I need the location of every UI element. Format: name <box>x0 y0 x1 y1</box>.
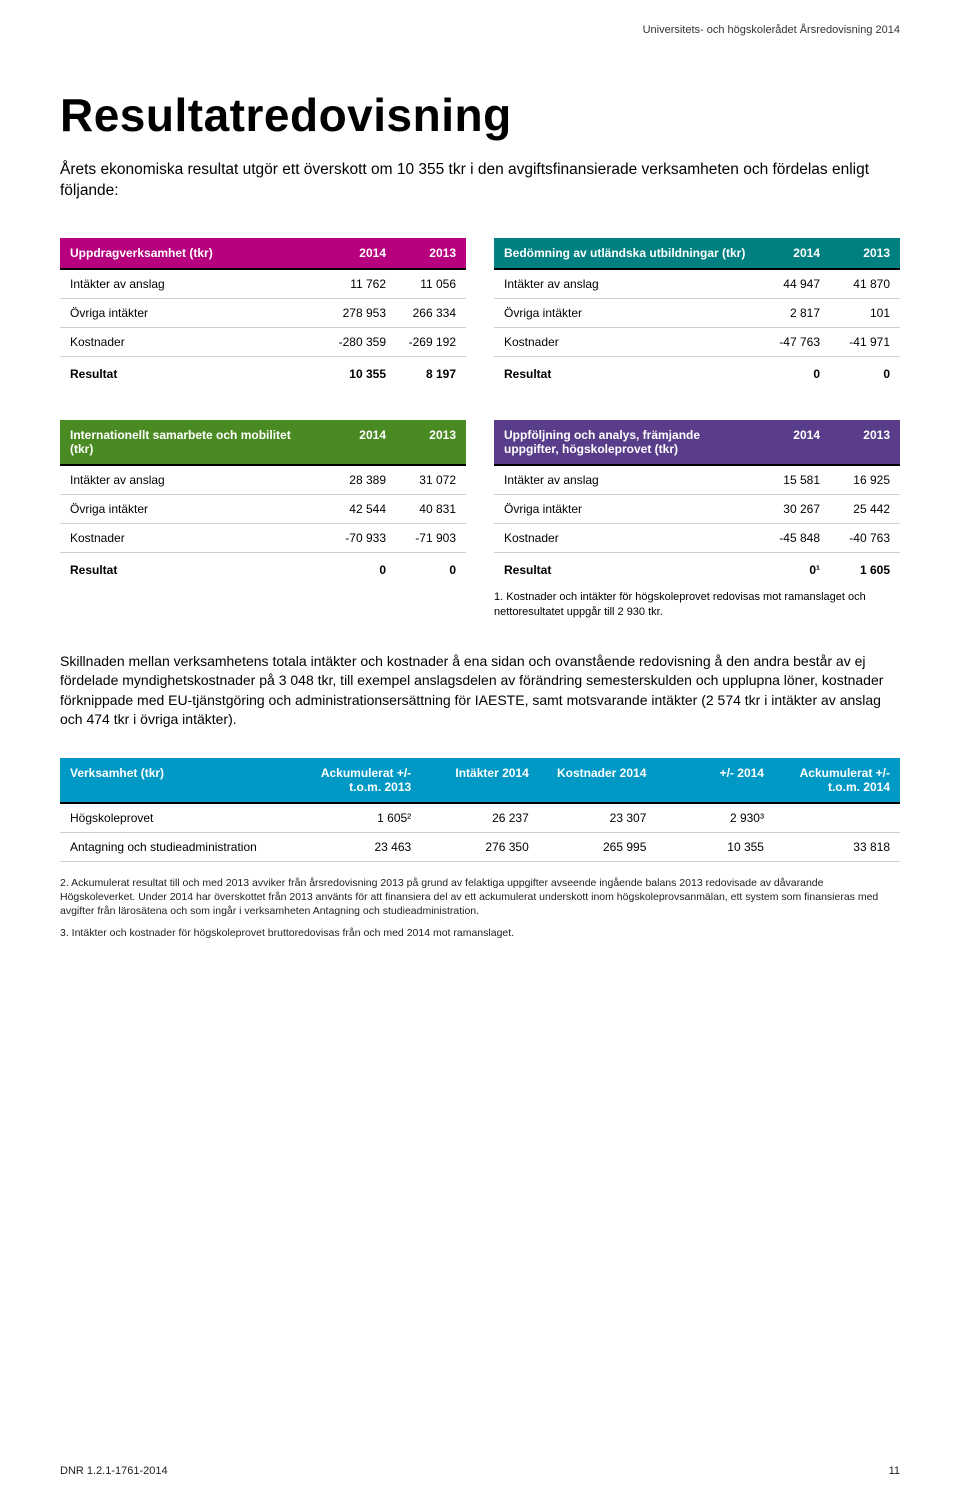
cell: Kostnader <box>494 523 760 552</box>
cell: Intäkter av anslag <box>494 465 760 495</box>
cell: 23 307 <box>539 803 657 833</box>
th-2013: 2013 <box>396 238 466 269</box>
cell: 26 237 <box>421 803 539 833</box>
footer-dnr: DNR 1.2.1-1761-2014 <box>60 1465 168 1477</box>
th: Kostnader 2014 <box>539 758 657 803</box>
cell: 278 953 <box>326 298 396 327</box>
th-2013: 2013 <box>830 420 900 465</box>
cell: Intäkter av anslag <box>494 269 760 299</box>
footnote-1: 1. Kostnader och intäkter för högskolepr… <box>494 590 894 620</box>
page-number: 11 <box>889 1465 900 1477</box>
cell: 101 <box>830 298 900 327</box>
cell: 8 197 <box>396 356 466 388</box>
cell: -269 192 <box>396 327 466 356</box>
cell: -47 763 <box>760 327 830 356</box>
cell: 0¹ <box>760 552 830 584</box>
th-2014: 2014 <box>326 420 396 465</box>
cell: Antagning och studieadministration <box>60 832 295 861</box>
intro-paragraph: Årets ekonomiska resultat utgör ett över… <box>60 160 880 202</box>
cell: 265 995 <box>539 832 657 861</box>
table-internationellt: Internationellt samarbete och mobilitet … <box>60 420 466 584</box>
th-2014: 2014 <box>760 420 830 465</box>
th: Verksamhet (tkr) <box>60 758 295 803</box>
cell: -71 903 <box>396 523 466 552</box>
cell: 2 930³ <box>656 803 774 833</box>
cell: 266 334 <box>396 298 466 327</box>
cell: Högskoleprovet <box>60 803 295 833</box>
footnotes-block: 2. Ackumulerat resultat till och med 201… <box>60 876 900 941</box>
footnote-2: 2. Ackumulerat resultat till och med 201… <box>60 876 900 919</box>
cell: 42 544 <box>326 494 396 523</box>
cell: 31 072 <box>396 465 466 495</box>
th: Ackumulerat +/- t.o.m. 2013 <box>295 758 421 803</box>
cell: 15 581 <box>760 465 830 495</box>
cell: 44 947 <box>760 269 830 299</box>
table-bedomning: Bedömning av utländska utbildningar (tkr… <box>494 238 900 388</box>
cell: 11 762 <box>326 269 396 299</box>
cell: Övriga intäkter <box>60 494 326 523</box>
cell: 0 <box>396 552 466 584</box>
table-verksamhet: Verksamhet (tkr) Ackumulerat +/- t.o.m. … <box>60 758 900 862</box>
cell: Intäkter av anslag <box>60 465 326 495</box>
cell: 1 605² <box>295 803 421 833</box>
cell: Resultat <box>494 356 760 388</box>
table-uppdragverksamhet: Uppdragverksamhet (tkr) 2014 2013 Intäkt… <box>60 238 466 388</box>
page-footer: DNR 1.2.1-1761-2014 11 <box>60 1465 900 1477</box>
cell: 10 355 <box>656 832 774 861</box>
cell: 2 817 <box>760 298 830 327</box>
table-pair-1: Uppdragverksamhet (tkr) 2014 2013 Intäkt… <box>60 238 900 388</box>
cell: Övriga intäkter <box>60 298 326 327</box>
cell: -70 933 <box>326 523 396 552</box>
cell: Kostnader <box>60 327 326 356</box>
th-2013: 2013 <box>830 238 900 269</box>
cell: 23 463 <box>295 832 421 861</box>
cell: -280 359 <box>326 327 396 356</box>
footnote-3: 3. Intäkter och kostnader för högskolepr… <box>60 926 900 940</box>
cell: 28 389 <box>326 465 396 495</box>
cell: Resultat <box>60 356 326 388</box>
cell: -41 971 <box>830 327 900 356</box>
cell: Resultat <box>494 552 760 584</box>
cell: 0 <box>326 552 396 584</box>
cell: 0 <box>760 356 830 388</box>
cell: 10 355 <box>326 356 396 388</box>
cell: Resultat <box>60 552 326 584</box>
cell: Intäkter av anslag <box>60 269 326 299</box>
th-title: Uppföljning och analys, främjande uppgif… <box>494 420 760 465</box>
th: Ackumulerat +/- t.o.m. 2014 <box>774 758 900 803</box>
page-title: Resultatredovisning <box>60 88 900 142</box>
cell: 41 870 <box>830 269 900 299</box>
table-pair-2: Internationellt samarbete och mobilitet … <box>60 420 900 620</box>
cell: 25 442 <box>830 494 900 523</box>
cell: 33 818 <box>774 832 900 861</box>
body-paragraph: Skillnaden mellan verksamhetens totala i… <box>60 652 900 730</box>
cell: -40 763 <box>830 523 900 552</box>
th: Intäkter 2014 <box>421 758 539 803</box>
cell: Kostnader <box>494 327 760 356</box>
cell <box>774 803 900 833</box>
cell: -45 848 <box>760 523 830 552</box>
th-2014: 2014 <box>326 238 396 269</box>
cell: 276 350 <box>421 832 539 861</box>
running-header: Universitets- och högskolerådet Årsredov… <box>643 24 900 36</box>
cell: Övriga intäkter <box>494 494 760 523</box>
th-2013: 2013 <box>396 420 466 465</box>
cell: 30 267 <box>760 494 830 523</box>
cell: Kostnader <box>60 523 326 552</box>
cell: 11 056 <box>396 269 466 299</box>
cell: 1 605 <box>830 552 900 584</box>
cell: 16 925 <box>830 465 900 495</box>
th-2014: 2014 <box>760 238 830 269</box>
cell: Övriga intäkter <box>494 298 760 327</box>
cell: 0 <box>830 356 900 388</box>
th: +/- 2014 <box>656 758 774 803</box>
th-title: Internationellt samarbete och mobilitet … <box>60 420 326 465</box>
table-uppfoljning: Uppföljning och analys, främjande uppgif… <box>494 420 900 584</box>
th-title: Bedömning av utländska utbildningar (tkr… <box>494 238 760 269</box>
th-title: Uppdragverksamhet (tkr) <box>60 238 326 269</box>
cell: 40 831 <box>396 494 466 523</box>
